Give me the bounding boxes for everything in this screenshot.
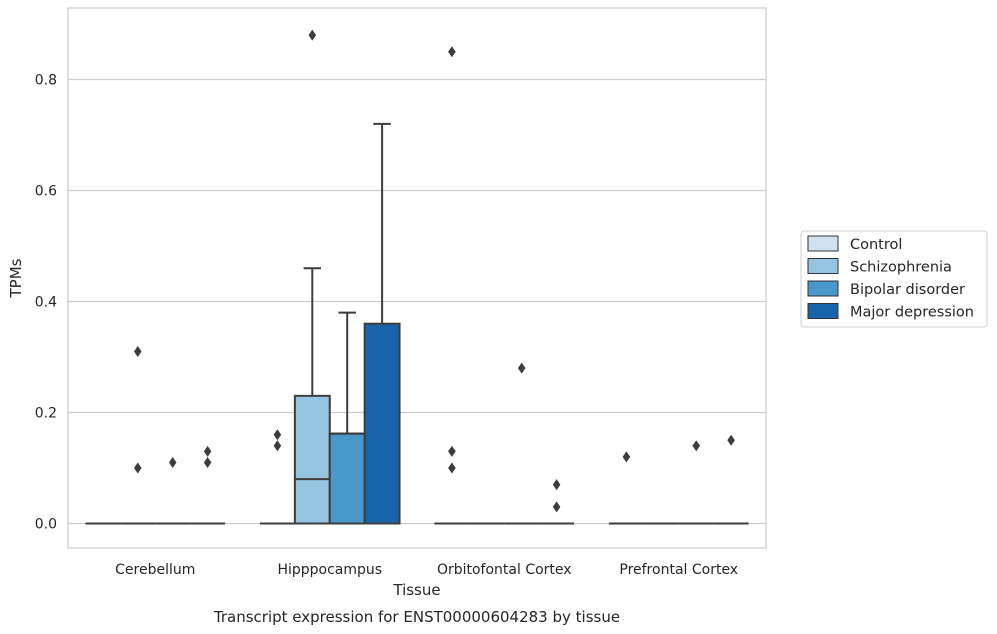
outlier-point [552, 501, 561, 513]
outliers-layer [134, 29, 735, 513]
outlier-point [448, 445, 456, 457]
outlier-point [273, 440, 282, 452]
box-body [328, 432, 366, 525]
x-tick-label: Cerebellum [115, 562, 195, 578]
outlier-point [134, 345, 142, 357]
y-tick-label: 0.0 [35, 517, 57, 533]
outlier-point [203, 445, 212, 457]
x-tick-label: Orbitofontal Cortex [437, 562, 572, 578]
box-body [363, 322, 401, 525]
y-tick-label: 0.2 [35, 406, 57, 422]
box-1-3 [363, 122, 401, 525]
outlier-point [517, 362, 526, 374]
legend-entry-label: Schizophrenia [850, 260, 952, 276]
outlier-point [552, 479, 561, 491]
outlier-point [448, 462, 456, 474]
x-axis-label: Tissue [392, 581, 440, 599]
y-tick-label: 0.8 [35, 73, 57, 89]
y-tick-label: 0.4 [35, 295, 57, 311]
outlier-point [273, 429, 282, 441]
legend-swatch [807, 258, 839, 274]
x-tick-labels: Cerebellum Hipppocampus Orbitofontal Corte… [115, 562, 738, 578]
legend-swatch [807, 280, 839, 297]
plot-area-frame [67, 7, 767, 549]
legend-entry-label: Major depression [850, 305, 974, 321]
outlier-point [308, 29, 317, 41]
legend: Control Schizophrenia Bipolar disorder Majo… [800, 230, 988, 328]
outlier-point [168, 456, 177, 468]
box-body [293, 394, 331, 525]
legend-entry-label: Control [850, 237, 902, 253]
y-axis-label: TPMs [7, 258, 25, 298]
x-tick-label: Prefrontal Cortex [619, 562, 738, 578]
outlier-point [692, 440, 700, 452]
legend-entry-label: Bipolar disorder [850, 282, 965, 298]
chart-caption: Transcript expression for ENST0000060428… [213, 608, 620, 626]
x-tick-label: Hipppocampus [277, 562, 382, 578]
boxes-layer [85, 122, 749, 525]
y-tick-label: 0.6 [35, 184, 57, 200]
outlier-point [134, 462, 142, 474]
outlier-point [622, 451, 631, 463]
outlier-point [203, 456, 212, 468]
y-tick-labels: 0.0 0.2 0.4 0.6 0.8 [35, 73, 57, 533]
outlier-point [727, 434, 735, 446]
legend-swatch [807, 235, 839, 252]
box-1-1 [293, 267, 331, 525]
outlier-point [448, 46, 456, 58]
legend-swatch [807, 303, 839, 319]
legend-frame [800, 230, 988, 328]
